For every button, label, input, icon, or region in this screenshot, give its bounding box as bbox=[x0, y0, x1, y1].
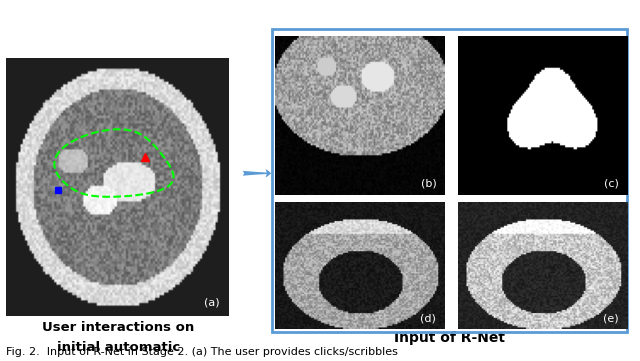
Text: (a): (a) bbox=[204, 297, 219, 307]
Text: initial automatic: initial automatic bbox=[57, 341, 180, 354]
Text: (d): (d) bbox=[420, 313, 436, 323]
Text: (e): (e) bbox=[603, 313, 619, 323]
Text: (c): (c) bbox=[604, 179, 619, 188]
Text: Input of R-Net: Input of R-Net bbox=[394, 331, 506, 345]
Text: Fig. 2.  Input of R-Net in Stage 2. (a) The user provides clicks/scribbles: Fig. 2. Input of R-Net in Stage 2. (a) T… bbox=[6, 347, 398, 357]
Text: (b): (b) bbox=[420, 179, 436, 188]
Text: User interactions on: User interactions on bbox=[42, 321, 195, 334]
